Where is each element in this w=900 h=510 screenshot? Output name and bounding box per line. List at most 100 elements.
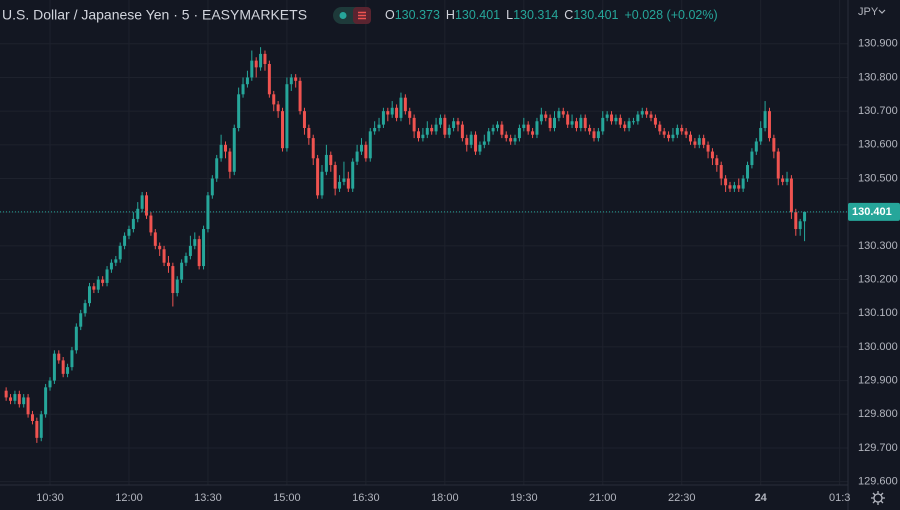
candle-body <box>526 124 530 132</box>
candle-body <box>351 161 355 189</box>
candle-body <box>44 387 48 415</box>
currency[interactable]: JPY <box>858 6 879 18</box>
candle-body <box>750 151 754 166</box>
candle-body <box>794 212 798 230</box>
candle-body <box>693 141 697 145</box>
candle-body <box>710 151 714 159</box>
x-tick-label: 19:30 <box>510 492 538 504</box>
candle-body <box>741 178 745 189</box>
candle-body <box>403 97 407 112</box>
candle-body <box>539 114 543 122</box>
candle-body <box>399 97 403 118</box>
candle-body <box>737 185 741 189</box>
chart-title: U.S. Dollar / Japanese Yen · 5 · EASYMAR… <box>2 7 307 23</box>
candle-body <box>759 127 763 142</box>
candle-body <box>118 245 122 260</box>
last-price-tag <box>848 202 900 221</box>
ohlc-key: L <box>506 8 513 22</box>
currency-selector[interactable]: JPY <box>858 6 886 18</box>
candle-body <box>153 232 157 246</box>
candle-body <box>324 154 328 172</box>
candle-body <box>188 245 192 256</box>
candle-body <box>166 262 170 267</box>
candle-body <box>544 114 548 118</box>
candle-body <box>702 138 706 145</box>
candle-body <box>434 124 438 132</box>
candle-body <box>408 111 412 118</box>
candle-body <box>631 121 635 123</box>
candle-body <box>228 151 232 172</box>
candle-body <box>101 279 105 283</box>
y-tick-label: 130.500 <box>858 172 898 184</box>
candle-body <box>39 414 43 438</box>
candle-body <box>149 215 153 233</box>
candle-body <box>623 124 627 128</box>
candle-body <box>52 353 56 381</box>
candle-body <box>561 111 565 115</box>
candle-body <box>636 114 640 122</box>
ohlc-key: H <box>446 8 455 22</box>
candle-body <box>675 127 679 135</box>
candle-body <box>697 138 701 145</box>
candle-body <box>596 131 600 139</box>
candle-body <box>746 165 750 179</box>
y-tick-label: 129.700 <box>858 442 898 454</box>
candle-body <box>210 178 214 196</box>
candle-body <box>689 134 693 142</box>
candle-body <box>342 178 346 182</box>
candles <box>0 47 848 443</box>
candle-body <box>92 286 96 290</box>
candle-body <box>22 397 26 405</box>
candle-body <box>653 117 657 125</box>
candle-body <box>267 63 271 95</box>
candle-body <box>57 353 61 361</box>
candle-body <box>373 127 377 132</box>
candle-body <box>48 380 52 388</box>
y-tick-label: 129.800 <box>858 408 898 420</box>
candle-body <box>767 111 771 139</box>
ohlc-value: 130.401 <box>573 8 618 22</box>
candle-body <box>13 394 17 401</box>
candle-body <box>618 117 622 125</box>
ohlc-legend: O130.373 H130.401 L130.314 C130.401 +0.028 (… <box>385 8 718 22</box>
candle-body <box>610 114 614 122</box>
ohlc-value: 130.373 <box>395 8 440 22</box>
candle-body <box>109 262 113 270</box>
candle-body <box>381 111 385 125</box>
candle-body <box>145 195 149 216</box>
candle-body <box>259 53 263 68</box>
candle-body <box>671 134 675 139</box>
gear-teeth <box>871 491 885 505</box>
y-tick-label: 130.600 <box>858 139 898 151</box>
candle-body <box>781 178 785 182</box>
candle-body <box>469 134 473 145</box>
y-tick-label: 130.800 <box>858 71 898 83</box>
candle-body <box>425 127 429 135</box>
candle-body <box>4 390 8 398</box>
candle-body <box>662 131 666 135</box>
candle-body <box>61 360 65 374</box>
candle-body <box>574 121 578 128</box>
candle-body <box>346 178 350 189</box>
candle-body <box>175 279 179 294</box>
settings-button[interactable] <box>871 491 885 505</box>
candle-body <box>193 239 197 246</box>
y-tick-label: 130.700 <box>858 105 898 117</box>
candle-body <box>728 185 732 189</box>
candle-body <box>355 151 359 162</box>
candle-body <box>215 158 219 179</box>
candle-body <box>26 397 30 415</box>
candle-body <box>289 77 293 85</box>
candle-body <box>223 144 227 152</box>
candle-body <box>338 181 342 189</box>
candle-body <box>684 131 688 135</box>
ohlc-key: O <box>385 8 395 22</box>
candle-body <box>276 104 280 112</box>
visibility-toggle[interactable] <box>333 7 371 24</box>
candle-body <box>390 107 394 115</box>
candle-body <box>557 111 561 118</box>
candle-body <box>281 111 285 149</box>
candle-body <box>438 117 442 125</box>
candle-body <box>83 303 87 314</box>
